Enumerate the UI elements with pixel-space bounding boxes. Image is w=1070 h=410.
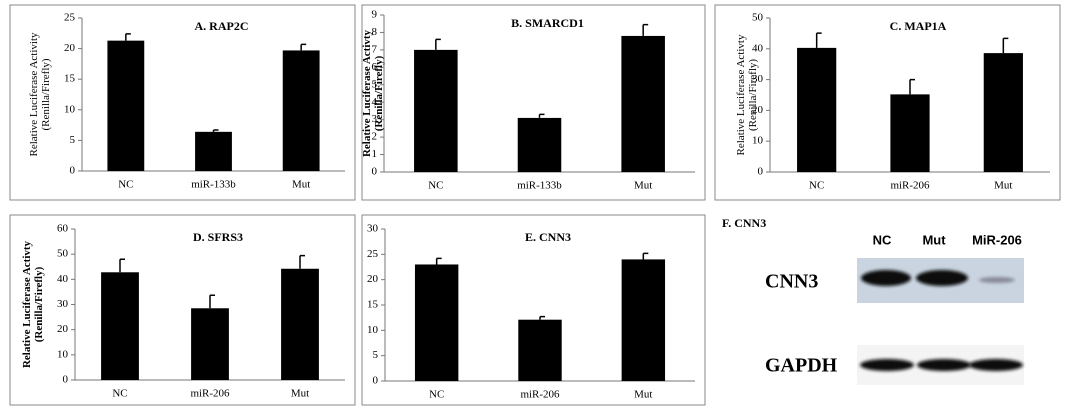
y-axis-label: Relative Luciferase Activity(Renilla/Fir… <box>28 32 52 157</box>
x-tick-label: Mut <box>291 388 309 400</box>
y-tick-label: 25 <box>64 12 76 24</box>
bar <box>195 132 232 171</box>
y-tick-label: 20 <box>64 42 76 54</box>
x-tick-label: Mut <box>292 179 310 191</box>
x-tick-label: NC <box>429 389 444 401</box>
bar <box>414 50 458 172</box>
x-tick-label: NC <box>428 180 443 192</box>
y-tick-label: 10 <box>57 348 69 360</box>
x-tick-label: miR-206 <box>520 389 560 401</box>
band <box>861 270 911 286</box>
y-tick-label: 5 <box>373 349 379 361</box>
chart-title: E. CNN3 <box>525 230 571 244</box>
chart-panel: 0 10 20 30 40 50 60 NC miR-206 Mut D. SFRS3 Relativ… <box>10 215 355 405</box>
error-bar <box>643 253 648 259</box>
row-label: GAPDH <box>765 355 838 377</box>
y-tick-label: 0 <box>63 374 69 386</box>
error-bar <box>210 295 215 308</box>
y-tick-label: 0 <box>70 165 76 177</box>
chart-title: C. MAP1A <box>890 19 947 33</box>
x-tick-label: NC <box>809 180 824 192</box>
error-bar <box>910 80 915 95</box>
band <box>860 359 914 371</box>
error-bar <box>437 258 442 264</box>
bar <box>890 94 929 172</box>
bar <box>518 118 562 172</box>
chart-panel: 01020304050NCmiR-206MutC. MAP1ARelative … <box>715 5 1060 200</box>
error-bar <box>1003 38 1008 53</box>
x-tick-label: miR-206 <box>890 180 930 192</box>
y-tick-label: 30 <box>57 298 69 310</box>
y-tick-label: 0 <box>372 166 378 178</box>
x-tick-label: Mut <box>634 180 652 192</box>
error-bar <box>120 259 125 272</box>
band <box>969 359 1023 371</box>
bar <box>797 48 836 172</box>
bar <box>281 269 319 380</box>
x-tick-label: Mut <box>634 389 652 401</box>
figure: F. CNN3 NC Mut MiR-206 CNN3 GAPDH 0 5 10 15… <box>0 0 1070 410</box>
chart-title: B. SMARCD1 <box>511 16 584 30</box>
y-tick-label: 60 <box>57 223 69 235</box>
y-tick-label: 10 <box>64 103 76 115</box>
x-tick-label: NC <box>112 388 127 400</box>
error-bar <box>301 44 306 50</box>
row-label: CNN3 <box>765 271 818 293</box>
band <box>916 270 968 286</box>
y-tick-label: 30 <box>367 223 379 235</box>
y-tick-label: 10 <box>367 324 379 336</box>
y-tick-label: 40 <box>57 273 69 285</box>
y-axis-label: Relative Luciferase Activty(Renilla/Fire… <box>21 240 45 368</box>
chart-panel: 0 5 10 15 20 25 30 NC miR-206 Mut E. CNN3 <box>362 215 705 405</box>
y-tick-label: 9 <box>372 9 378 21</box>
y-tick-label: 25 <box>367 248 379 260</box>
y-tick-label: 10 <box>752 135 764 147</box>
y-tick-label: 50 <box>57 248 69 260</box>
chart-panel: 0 5 10 15 20 25 NC miR-133b Mut A. RAP2C Relative … <box>10 5 355 200</box>
chart-title: D. SFRS3 <box>193 230 243 244</box>
error-bar <box>817 33 822 48</box>
y-tick-label: 0 <box>373 375 379 387</box>
lane-label: Mut <box>922 232 946 247</box>
band <box>979 277 1015 283</box>
x-tick-label: Mut <box>994 180 1012 192</box>
bar <box>622 259 665 381</box>
bar <box>107 41 144 171</box>
bar <box>621 36 665 172</box>
lane-label: MiR-206 <box>972 232 1022 247</box>
blot-title: F. CNN3 <box>722 216 766 230</box>
y-tick-label: 0 <box>758 166 764 178</box>
error-bar <box>300 256 305 269</box>
y-tick-label: 50 <box>752 12 764 24</box>
y-tick-label: 40 <box>752 42 764 54</box>
error-bar <box>214 130 219 132</box>
bar <box>283 50 320 171</box>
y-tick-label: 20 <box>367 273 379 285</box>
error-bar <box>643 25 648 36</box>
bar <box>518 320 561 381</box>
error-bar <box>540 114 545 117</box>
y-tick-label: 5 <box>70 134 76 146</box>
error-bar <box>540 317 545 320</box>
y-tick-label: 20 <box>57 323 69 335</box>
lane-label: NC <box>873 232 892 247</box>
bar <box>101 272 139 380</box>
error-bar <box>436 39 441 49</box>
band <box>917 359 971 371</box>
y-tick-label: 15 <box>64 73 76 85</box>
chart-title: A. RAP2C <box>195 19 249 33</box>
x-tick-label: miR-133b <box>517 180 562 192</box>
error-bar <box>126 34 131 41</box>
bar <box>191 308 229 380</box>
bar <box>415 264 458 381</box>
blot-panel: F. CNN3 NC Mut MiR-206 CNN3 GAPDH <box>722 216 1024 385</box>
y-tick-label: 15 <box>367 299 379 311</box>
x-tick-label: NC <box>118 179 133 191</box>
x-tick-label: miR-206 <box>190 388 230 400</box>
bar <box>984 53 1023 172</box>
x-tick-label: miR-133b <box>191 179 236 191</box>
